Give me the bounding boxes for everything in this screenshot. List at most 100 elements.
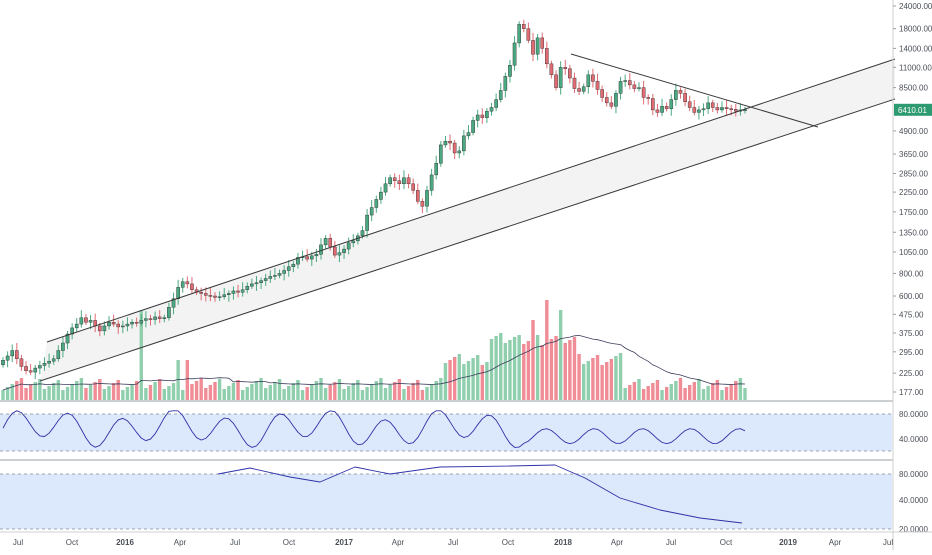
candle-down: [715, 107, 720, 111]
candle-up: [462, 135, 466, 152]
volume-bar-up: [287, 386, 291, 400]
candle-down: [148, 318, 153, 320]
time-tick-label: Jul: [230, 538, 240, 547]
candle-up: [660, 106, 664, 113]
volume-bar-up: [227, 386, 231, 400]
candle-down: [406, 177, 411, 185]
volume-bar-up: [10, 384, 14, 400]
time-tick-label: Oct: [720, 538, 733, 547]
volume-bar-down: [526, 341, 531, 400]
volume-bar-up: [369, 384, 374, 400]
price-tick-label: 1350.00: [899, 228, 928, 237]
volume-bar-up: [47, 386, 51, 400]
candle-up: [259, 280, 263, 283]
volume-bar-up: [88, 385, 93, 400]
candle-up: [51, 358, 56, 362]
descending-trend-line: [570, 53, 819, 128]
time-tick-label: Jul: [883, 538, 893, 547]
volume-bar-up: [581, 364, 586, 400]
candle-down: [678, 90, 683, 94]
volume-bar-up: [231, 383, 236, 400]
volume-bar-down: [194, 381, 199, 400]
volume-bar-up: [674, 381, 678, 400]
volume-bar-down: [15, 381, 19, 400]
candle-down: [157, 316, 162, 319]
candle-up: [674, 90, 678, 100]
volume-bar-down: [632, 382, 637, 400]
volume-bar-down: [406, 386, 411, 400]
price-axis[interactable]: 177.00 225.00 295.00 375.00 475.00 600.00 800.…: [892, 0, 932, 550]
oscillator-panel-1: 80.0000 40.0000: [0, 410, 928, 461]
candle-down: [604, 97, 609, 104]
time-axis[interactable]: Jul Oct 2016 Apr Jul Oct 2017 Apr Jul Oct 2018 Apr J…: [0, 531, 932, 547]
time-tick-label: Apr: [174, 538, 187, 547]
candle-up: [365, 214, 369, 231]
candle-down: [24, 366, 28, 371]
volume-bar-up: [701, 389, 706, 400]
volume-bar-up: [669, 384, 673, 400]
volume-bar-down: [84, 388, 88, 400]
candle-up: [623, 80, 627, 82]
volume-bar-down: [213, 382, 217, 400]
candle-up: [139, 320, 144, 324]
volume-bar-up: [374, 381, 379, 400]
candle-up: [443, 140, 448, 146]
volume-bar-up: [351, 383, 355, 400]
volume-bar-up: [5, 387, 10, 400]
volume-bar-down: [729, 384, 733, 400]
candle-up: [743, 109, 747, 111]
price-tick-label: 11000.00: [899, 63, 932, 72]
candle-down: [203, 293, 208, 296]
candle-up: [107, 322, 111, 327]
candle-up: [277, 273, 282, 276]
volume-bar-down: [134, 381, 139, 400]
candle-up: [1, 360, 5, 366]
volume-bar-up: [121, 390, 125, 400]
volume-bar-down: [609, 359, 614, 400]
volume-bar-down: [531, 320, 535, 400]
volume-bar-up: [38, 379, 42, 400]
volume-bar-up: [42, 389, 47, 400]
volume-bar-down: [605, 362, 609, 400]
price-tick-label: 2250.00: [899, 188, 928, 197]
volume-bar-up: [697, 379, 701, 400]
volume-bar-down: [393, 382, 397, 400]
candle-up: [369, 207, 374, 216]
volume-bar-up: [346, 386, 351, 400]
candle-up: [153, 316, 157, 320]
volume-bar-down: [577, 354, 581, 400]
candle-up: [342, 248, 346, 253]
candle-up: [286, 266, 291, 271]
indicator-2-band: [0, 474, 892, 529]
volume-bar-down: [452, 357, 457, 400]
candle-up: [360, 230, 365, 237]
volume-bar-up: [162, 389, 167, 400]
candle-down: [568, 68, 572, 79]
volume-bar-up: [33, 382, 37, 400]
candle-up: [434, 162, 439, 176]
candle-down: [646, 97, 651, 99]
candle-down: [554, 74, 558, 88]
candle-up: [494, 99, 498, 108]
volume-bar-up: [319, 378, 323, 400]
candle-down: [190, 283, 194, 290]
volume-bar-up: [51, 383, 56, 400]
time-tick-label: Oct: [502, 538, 515, 547]
volume-bar-up: [475, 355, 480, 400]
candle-up: [517, 24, 521, 44]
trend-lines[interactable]: [39, 53, 896, 382]
volume-bar-up: [245, 387, 249, 400]
volume-bar-up: [558, 310, 563, 400]
volume-bar-down: [148, 385, 153, 400]
volume-bar-up: [535, 335, 540, 400]
indicator-1-band: [0, 414, 892, 451]
candle-down: [328, 238, 333, 248]
candle-down: [19, 358, 24, 367]
price-tick-label: 24000.00: [899, 2, 932, 11]
volume-bar-down: [655, 380, 660, 400]
candle-up: [457, 150, 462, 154]
volume-bar-down: [204, 388, 208, 400]
trend-channel: [40, 59, 895, 381]
indicator-1-tick-label: 40.0000: [899, 435, 928, 444]
